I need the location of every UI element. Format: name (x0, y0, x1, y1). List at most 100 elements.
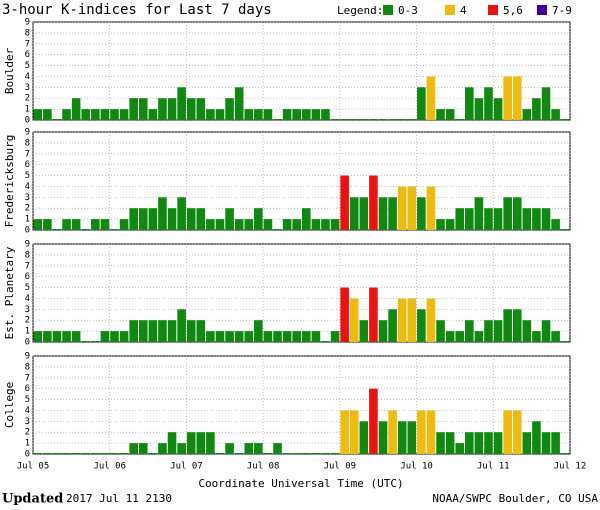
bar (321, 341, 330, 342)
y-axis-label: Est. Planetary (3, 246, 16, 339)
bar (186, 98, 196, 120)
bar (503, 309, 512, 342)
bar (33, 219, 43, 230)
bar (474, 331, 484, 342)
bar (254, 208, 263, 230)
bar (196, 98, 206, 120)
bar (321, 109, 330, 120)
y-tick-label: 2 (25, 428, 30, 438)
bar (273, 331, 282, 342)
bar (532, 98, 541, 120)
bar (369, 119, 378, 120)
bar (349, 197, 359, 230)
bar (52, 331, 62, 342)
bar (196, 432, 206, 454)
y-tick-label: 2 (25, 204, 30, 214)
bar (148, 109, 158, 120)
bar (503, 76, 512, 120)
bar (167, 432, 177, 454)
bar (349, 119, 359, 120)
bar (445, 432, 455, 454)
legend-label: 0-3 (398, 4, 418, 17)
bar (484, 320, 493, 342)
updated-time: 2017 Jul 11 2130 (66, 492, 172, 505)
bar (129, 98, 138, 120)
bar (436, 432, 445, 454)
bar (129, 208, 138, 230)
bar (426, 410, 436, 454)
bar (81, 109, 91, 120)
bar (148, 208, 158, 230)
bar (484, 208, 493, 230)
bar (302, 208, 311, 230)
y-tick-label: 4 (25, 294, 30, 304)
bar (91, 341, 100, 342)
bar (81, 453, 91, 454)
bar (455, 119, 465, 120)
bar (340, 287, 349, 342)
bar (369, 287, 378, 342)
bar (551, 109, 560, 120)
y-tick-label: 5 (25, 171, 30, 181)
x-tick-label: Jul 09 (324, 462, 357, 472)
bar (369, 175, 378, 230)
x-axis-label: Coordinate Universal Time (UTC) (198, 477, 403, 490)
bar (532, 331, 541, 342)
y-tick-label: 7 (25, 373, 30, 383)
legend-label: 4 (460, 4, 467, 17)
bar (369, 388, 378, 454)
y-tick-label: 8 (25, 28, 30, 38)
bar (138, 98, 148, 120)
bar (417, 410, 426, 454)
bar (378, 119, 388, 120)
y-tick-label: 6 (25, 50, 30, 60)
bar (206, 109, 215, 120)
bar (234, 219, 244, 230)
bar (263, 331, 273, 342)
bar (52, 453, 62, 454)
bar (100, 109, 110, 120)
bar (225, 208, 234, 230)
bar (532, 208, 541, 230)
bar (340, 410, 349, 454)
bar (541, 208, 551, 230)
bar (225, 331, 234, 342)
x-tick-label: Jul 05 (17, 462, 50, 472)
bar (282, 109, 292, 120)
bar (282, 331, 292, 342)
bar (33, 109, 43, 120)
bar (512, 197, 522, 230)
bar (551, 219, 560, 230)
bar (311, 331, 321, 342)
bar (436, 219, 445, 230)
bar (493, 320, 503, 342)
bar (465, 432, 474, 454)
bar (349, 410, 359, 454)
y-tick-label: 4 (25, 406, 30, 416)
bar (474, 98, 484, 120)
bar (493, 98, 503, 120)
bar (273, 229, 282, 230)
x-tick-label: Jul 12 (554, 462, 587, 472)
bar (503, 410, 512, 454)
bar (445, 219, 455, 230)
x-tick-label: Jul 08 (247, 462, 280, 472)
bar (52, 119, 62, 120)
bar (215, 453, 225, 454)
y-tick-label: 3 (25, 193, 30, 203)
bar (512, 410, 522, 454)
y-tick-label: 9 (25, 18, 30, 28)
y-tick-label: 1 (25, 327, 30, 337)
y-tick-label: 6 (25, 160, 30, 170)
updated-label: Updated (2, 492, 63, 507)
y-tick-label: 9 (25, 352, 30, 362)
bar (119, 219, 129, 230)
bar (311, 109, 321, 120)
source: NOAA/SWPC Boulder, CO USA (432, 492, 598, 505)
bar (397, 298, 407, 342)
y-tick-label: 7 (25, 261, 30, 271)
y-tick-label: 8 (25, 138, 30, 148)
bar (302, 453, 311, 454)
bar (311, 219, 321, 230)
bar (196, 208, 206, 230)
